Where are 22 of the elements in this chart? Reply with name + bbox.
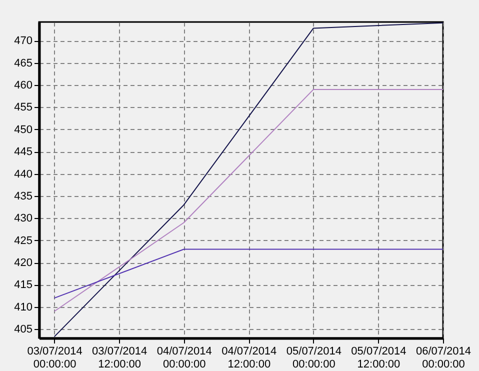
- x-tick-label: 04/07/2014 12:00:00: [222, 346, 277, 370]
- y-tick-label: 445: [14, 146, 32, 158]
- y-tick-label: 430: [14, 212, 32, 225]
- y-tick-label: 465: [14, 57, 32, 70]
- y-tick-label: 455: [14, 102, 32, 114]
- x-tick-label: 03/07/2014 00:00:00: [27, 346, 82, 370]
- x-tick-label: 05/07/2014 00:00:00: [286, 346, 342, 370]
- x-tick-label: 03/07/2014 12:00:00: [92, 346, 148, 370]
- y-tick-label: 415: [14, 279, 32, 292]
- x-tick-label: 04/07/2014 00:00:00: [156, 346, 212, 370]
- y-tick-label: 425: [14, 234, 32, 247]
- x-tick-label: 06/07/2014 00:00:00: [416, 346, 472, 370]
- y-tick-label: 470: [14, 35, 32, 48]
- y-tick-label: 410: [14, 301, 32, 314]
- line-series: [54, 22, 443, 338]
- y-tick-label: 440: [14, 168, 32, 180]
- y-tick-label: 420: [14, 257, 32, 270]
- y-tick-label: 450: [14, 124, 32, 136]
- y-tick-label: 405: [14, 324, 32, 336]
- y-tick-label: 435: [14, 190, 32, 202]
- x-tick-label: 05/07/2014 12:00:00: [351, 346, 406, 370]
- y-tick-label: 460: [14, 80, 32, 92]
